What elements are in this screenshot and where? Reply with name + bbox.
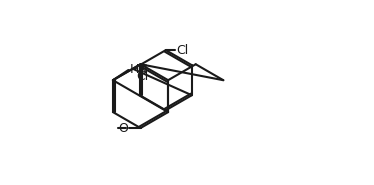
Text: O: O	[118, 122, 128, 134]
Text: Cl: Cl	[137, 70, 148, 83]
Text: HN: HN	[129, 63, 148, 76]
Text: Cl: Cl	[177, 44, 189, 57]
